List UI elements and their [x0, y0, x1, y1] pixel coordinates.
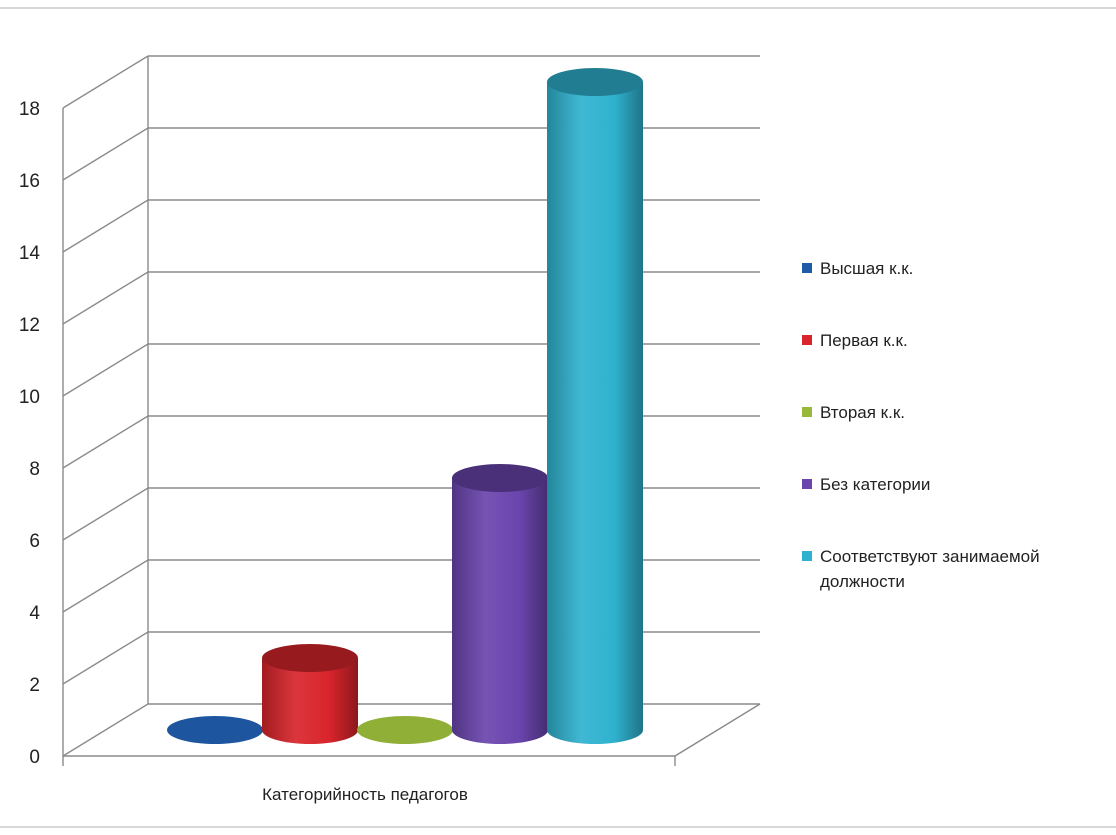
gridline-diagonal — [62, 559, 149, 613]
gridline-diagonal — [62, 343, 149, 397]
bar — [452, 464, 548, 744]
legend-label: Вторая к.к. — [820, 403, 905, 422]
legend-item: Первая к.к. — [802, 328, 1062, 353]
legend-label: Первая к.к. — [820, 331, 908, 350]
gridline-diagonal — [62, 631, 149, 685]
y-tick-label: 10 — [19, 387, 40, 408]
bar-body — [547, 82, 643, 744]
legend-label: Высшая к.к. — [820, 259, 914, 278]
y-axis-ticks: 0 2 4 6 8 10 12 14 16 18 — [19, 99, 41, 768]
bar-top — [452, 464, 548, 492]
bar-body — [262, 658, 358, 744]
gridline-diagonal — [62, 199, 149, 253]
bar — [262, 644, 358, 744]
y-tick-label: 4 — [29, 603, 40, 624]
bar-top — [262, 644, 358, 672]
bar-body — [452, 478, 548, 744]
legend-swatch — [802, 551, 812, 561]
y-tick-label: 14 — [19, 243, 41, 264]
bar-top — [547, 68, 643, 96]
legend-swatch — [802, 263, 812, 273]
legend-label: Соответствуют занимаемой должности — [820, 547, 1040, 591]
legend-item: Без категории — [802, 472, 1062, 497]
legend-swatch — [802, 335, 812, 345]
y-tick-label: 12 — [19, 315, 40, 336]
gridline-diagonal — [62, 415, 149, 469]
y-tick-label: 8 — [29, 459, 40, 480]
y-tick-label: 2 — [29, 675, 40, 696]
legend-item: Вторая к.к. — [802, 400, 1062, 425]
bar — [167, 716, 263, 744]
bars — [167, 68, 643, 744]
x-category-label: Категорийность педагогов — [262, 785, 468, 804]
gridline-diagonal — [62, 271, 149, 325]
legend-label: Без категории — [820, 475, 931, 494]
bar-top — [167, 716, 263, 744]
gridline-diagonal — [62, 127, 149, 181]
gridline-diagonal — [62, 55, 149, 109]
legend-item: Соответствуют занимаемой должности — [802, 544, 1042, 594]
y-tick-label: 18 — [19, 99, 40, 120]
y-tick-label: 6 — [29, 531, 40, 552]
axes — [62, 56, 761, 766]
y-tick-label: 0 — [29, 747, 40, 768]
legend-item: Высшая к.к. — [802, 256, 1062, 281]
bar-top — [357, 716, 453, 744]
y-tick-label: 16 — [19, 171, 40, 192]
gridline-diagonal — [62, 487, 149, 541]
grid — [62, 55, 760, 757]
legend-swatch — [802, 407, 812, 417]
bar — [357, 716, 453, 744]
gridline-diagonal — [62, 703, 149, 757]
legend-swatch — [802, 479, 812, 489]
bar — [547, 68, 643, 744]
